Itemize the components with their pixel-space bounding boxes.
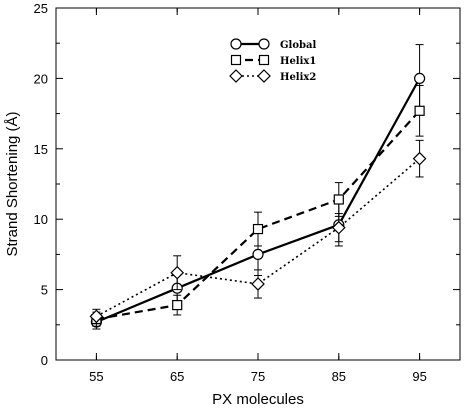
y-tick-label: 15 — [34, 142, 48, 157]
legend-marker-helix2 — [229, 69, 243, 83]
data-point-helix1 — [414, 105, 425, 116]
legend-swatch-helix2 — [229, 69, 271, 83]
series-helix2 — [89, 139, 427, 324]
y-tick-label: 20 — [34, 71, 48, 86]
y-tick-label: 10 — [34, 212, 48, 227]
legend-label-helix2: Helix2 — [280, 72, 316, 83]
series-line-helix1 — [96, 110, 421, 321]
y-tick-label: 5 — [41, 283, 48, 298]
legend-label-global: Global — [280, 40, 316, 51]
legend-marker-helix1 — [230, 54, 242, 66]
x-tick-label: 75 — [251, 369, 265, 384]
data-point-helix2 — [89, 309, 104, 324]
data-point-helix2 — [412, 151, 427, 166]
series-line-helix2 — [96, 158, 421, 318]
y-tick-label: 0 — [41, 353, 48, 368]
y-tick-label: 25 — [34, 1, 48, 16]
legend-marker-global — [258, 38, 270, 50]
x-tick-label: 95 — [412, 369, 426, 384]
data-point-helix1 — [333, 194, 344, 205]
data-point-global — [252, 248, 264, 260]
legend-label-helix1: Helix1 — [280, 56, 316, 67]
data-point-helix2 — [331, 220, 346, 235]
legend: Global Helix1 Helix2 — [229, 38, 316, 83]
legend-marker-helix2 — [257, 69, 271, 83]
data-point-helix2 — [170, 265, 185, 280]
legend-swatch-helix1 — [230, 54, 270, 66]
x-axis: 55 65 75 85 95 — [89, 8, 427, 384]
x-axis-title: PX molecules — [212, 391, 304, 408]
y-axis: 0 5 10 15 20 25 — [34, 1, 460, 368]
data-point-helix1 — [172, 299, 183, 311]
y-axis-title: Strand Shortening (Å) — [4, 111, 21, 256]
data-point-helix2 — [251, 277, 265, 291]
series-layer — [89, 44, 427, 330]
legend-marker-global — [230, 38, 242, 50]
legend-swatch-global — [230, 38, 270, 50]
data-point-helix1 — [252, 223, 264, 235]
x-tick-label: 55 — [89, 369, 103, 384]
x-tick-label: 65 — [170, 369, 184, 384]
legend-marker-helix1 — [258, 54, 270, 66]
x-tick-label: 85 — [332, 369, 346, 384]
data-point-global — [414, 72, 426, 85]
